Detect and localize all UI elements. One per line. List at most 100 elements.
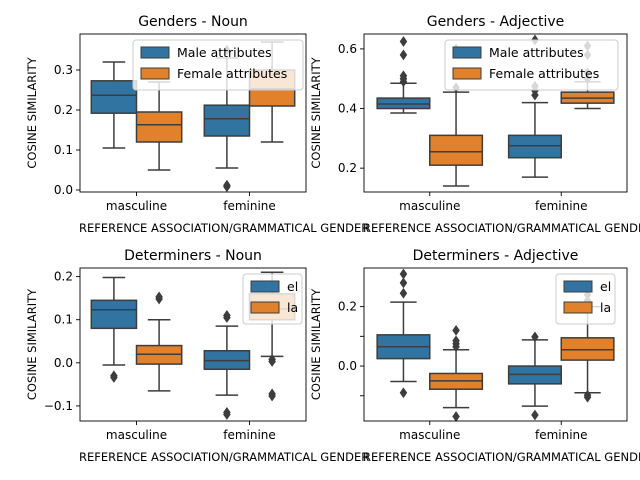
legend-swatch xyxy=(140,67,170,80)
legend-label: Female attributes xyxy=(489,66,599,81)
chart-title: Genders - Noun xyxy=(138,14,248,30)
box-iqr xyxy=(203,104,251,137)
chart-title: Determiners - Adjective xyxy=(413,248,579,264)
y-axis-label: COSINE SIMILARITY xyxy=(309,288,323,400)
axes-frame xyxy=(363,33,628,193)
box-el-feminine xyxy=(507,331,562,421)
y-tick-label: 0.0 xyxy=(338,359,357,373)
y-tick-label: 0.0 xyxy=(54,356,73,370)
box-el-masculine xyxy=(90,276,138,383)
x-axis-label: REFERENCE ASSOCIATION/GRAMMATICAL GENDER xyxy=(79,221,369,235)
box-male-attributes-masculine xyxy=(376,36,431,114)
outlier-point xyxy=(399,287,408,299)
outlier-point xyxy=(110,372,118,383)
box-female-attributes-masculine xyxy=(429,43,484,187)
x-axis-label: REFERENCE ASSOCIATION/GRAMMATICAL GENDER xyxy=(363,221,640,235)
box-iqr xyxy=(90,299,138,330)
legend-frame xyxy=(444,39,619,91)
legend-label: Male attributes xyxy=(489,45,584,60)
box-el-feminine xyxy=(203,310,251,420)
outlier-point xyxy=(531,409,539,421)
legend-swatch xyxy=(452,67,482,80)
y-axis-label: COSINE SIMILARITY xyxy=(25,288,39,400)
legend-label: la xyxy=(287,300,298,315)
x-tick-label: masculine xyxy=(399,199,460,213)
box-male-attributes-masculine xyxy=(90,61,138,149)
outlier-point xyxy=(452,325,460,336)
outlier-point xyxy=(223,179,231,191)
legend-frame xyxy=(132,39,304,91)
box-la-masculine xyxy=(429,325,484,422)
y-axis-label: COSINE SIMILARITY xyxy=(25,56,39,168)
chart-title: Genders - Adjective xyxy=(427,14,565,30)
x-tick-label: feminine xyxy=(535,428,588,442)
outlier-point xyxy=(399,387,408,399)
box-iqr xyxy=(429,134,484,166)
x-axis-label: REFERENCE ASSOCIATION/GRAMMATICAL GENDER xyxy=(363,450,640,464)
legend: Male attributes Female attributes xyxy=(444,39,619,91)
outlier-point xyxy=(399,277,408,289)
y-tick-label: 0.2 xyxy=(54,270,73,284)
legend-label: Male attributes xyxy=(177,45,272,60)
y-tick-label: 0.3 xyxy=(54,63,73,77)
legend-swatch xyxy=(563,301,593,314)
box-male-attributes-feminine xyxy=(507,34,562,178)
legend: el la xyxy=(242,273,303,325)
box-iqr xyxy=(90,80,138,114)
outlier-point xyxy=(531,331,539,343)
legend: el la xyxy=(555,273,616,325)
axes-frame xyxy=(79,33,307,193)
outlier-point xyxy=(452,411,460,422)
box-el-masculine xyxy=(376,268,431,399)
legend-swatch xyxy=(452,46,482,59)
axes-frame xyxy=(79,267,307,422)
box-iqr xyxy=(135,111,183,143)
legend-label: la xyxy=(600,300,611,315)
chart-title: Determiners - Noun xyxy=(124,248,262,264)
x-tick-label: masculine xyxy=(106,428,167,442)
box-female-attributes-masculine xyxy=(135,81,183,171)
legend-swatch xyxy=(563,280,593,293)
box-la-masculine xyxy=(135,291,183,392)
x-tick-label: masculine xyxy=(106,199,167,213)
outlier-point xyxy=(399,49,408,61)
y-tick-label: 0.4 xyxy=(338,102,357,116)
y-tick-label: 0.0 xyxy=(54,183,73,197)
outlier-point xyxy=(268,390,276,402)
outlier-point xyxy=(583,391,592,403)
chart-panel-4: Determiners - Adjective 0.0 0.2 masculine fe… xyxy=(309,248,640,464)
y-tick-label: 0.2 xyxy=(338,161,357,175)
x-tick-label: masculine xyxy=(399,428,460,442)
legend-swatch xyxy=(140,46,170,59)
chart-panel-3: Determiners - Noun −0.1 0.0 0.1 0.2 masculine… xyxy=(25,248,369,464)
y-tick-label: −0.1 xyxy=(44,399,73,413)
outlier-point xyxy=(223,409,231,420)
outlier-point xyxy=(268,353,276,365)
y-tick-label: 0.1 xyxy=(54,313,73,327)
y-tick-label: 0.2 xyxy=(54,103,73,117)
y-tick-label: 0.1 xyxy=(54,143,73,157)
outlier-point xyxy=(155,291,163,303)
x-tick-label: feminine xyxy=(223,428,276,442)
x-tick-label: feminine xyxy=(535,199,588,213)
outlier-point xyxy=(223,310,231,321)
legend-swatch xyxy=(250,301,280,314)
outlier-point xyxy=(452,335,460,347)
legend-swatch xyxy=(250,280,280,293)
outlier-point xyxy=(399,36,408,47)
chart-panel-1: Genders - Noun 0.0 0.1 0.2 0.3 masculine femin… xyxy=(25,14,369,235)
chart-panel-2: Genders - Adjective 0.2 0.4 0.6 masculine fem… xyxy=(309,14,640,235)
legend: Male attributes Female attributes xyxy=(132,39,304,91)
outlier-point xyxy=(399,268,408,280)
legend-label: el xyxy=(287,279,298,294)
y-axis-label: COSINE SIMILARITY xyxy=(309,56,323,168)
legend-label: Female attributes xyxy=(177,66,287,81)
x-tick-label: feminine xyxy=(223,199,276,213)
axes-frame xyxy=(363,267,628,422)
legend-label: el xyxy=(600,279,611,294)
x-axis-label: REFERENCE ASSOCIATION/GRAMMATICAL GENDER xyxy=(79,450,369,464)
y-tick-label: 0.2 xyxy=(338,300,357,314)
outlier-point xyxy=(399,70,408,82)
y-tick-label: 0.6 xyxy=(338,42,357,56)
